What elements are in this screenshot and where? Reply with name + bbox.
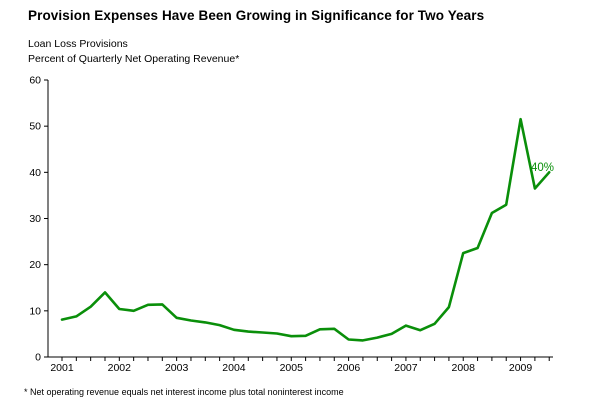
y-axis-tick-label: 60	[29, 75, 41, 87]
y-axis-tick-label: 30	[29, 213, 41, 225]
x-axis-year-label: 2008	[452, 362, 476, 374]
x-axis-year-label: 2002	[108, 362, 132, 374]
x-axis-year-label: 2004	[222, 362, 246, 374]
x-axis-year-label: 2006	[337, 362, 361, 374]
y-axis-tick-label: 20	[29, 259, 41, 271]
y-axis-tick-label: 50	[29, 121, 41, 133]
y-axis-tick-label: 0	[35, 352, 41, 364]
chart-subtitle-line1: Loan Loss Provisions	[28, 38, 128, 50]
x-axis-year-label: 2003	[165, 362, 189, 374]
x-axis-year-label: 2001	[50, 362, 74, 374]
y-axis-tick-label: 10	[29, 305, 41, 317]
chart-subtitle-line2: Percent of Quarterly Net Operating Reven…	[28, 53, 240, 65]
chart-footnote: * Net operating revenue equals net inter…	[24, 387, 344, 397]
x-axis-year-label: 2005	[280, 362, 304, 374]
end-value-label: 40%	[531, 162, 554, 174]
x-axis-year-label: 2009	[509, 362, 533, 374]
y-axis-tick-label: 40	[29, 167, 41, 179]
chart-title: Provision Expenses Have Been Growing in …	[28, 8, 485, 23]
chart-subtitle: Loan Loss Provisions Percent of Quarterl…	[28, 37, 239, 67]
x-axis-year-label: 2007	[394, 362, 418, 374]
provisions-line	[60, 117, 551, 342]
